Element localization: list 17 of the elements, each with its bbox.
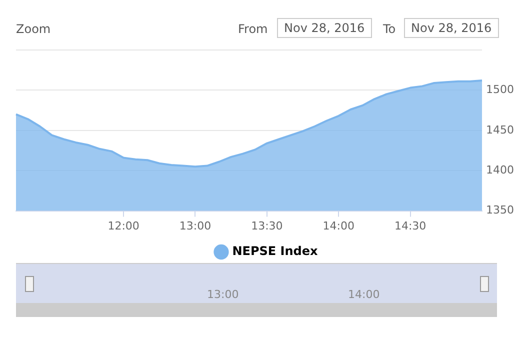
y-tick-label: 1400 (486, 163, 514, 176)
y-tick-label: 1350 (486, 204, 514, 217)
text: From (238, 22, 268, 36)
x-tick-label: 13:30 (251, 219, 283, 232)
text: 13:00 (207, 288, 239, 301)
y-tick-label: 1500 (486, 83, 514, 96)
x-tick-label: 14:30 (394, 219, 426, 232)
text: Nov 28, 2016 (277, 18, 372, 38)
legend-label: NEPSE Index (232, 244, 318, 258)
text: Zoom (16, 22, 51, 36)
text: To (383, 22, 396, 36)
x-tick-label: 14:00 (322, 219, 354, 232)
y-tick-label: 1450 (486, 123, 514, 136)
x-tick-label: 13:00 (179, 219, 212, 232)
x-tick-label: 12:00 (108, 219, 140, 232)
text: Nov 28, 2016 (404, 18, 499, 38)
text: 14:00 (348, 288, 380, 301)
